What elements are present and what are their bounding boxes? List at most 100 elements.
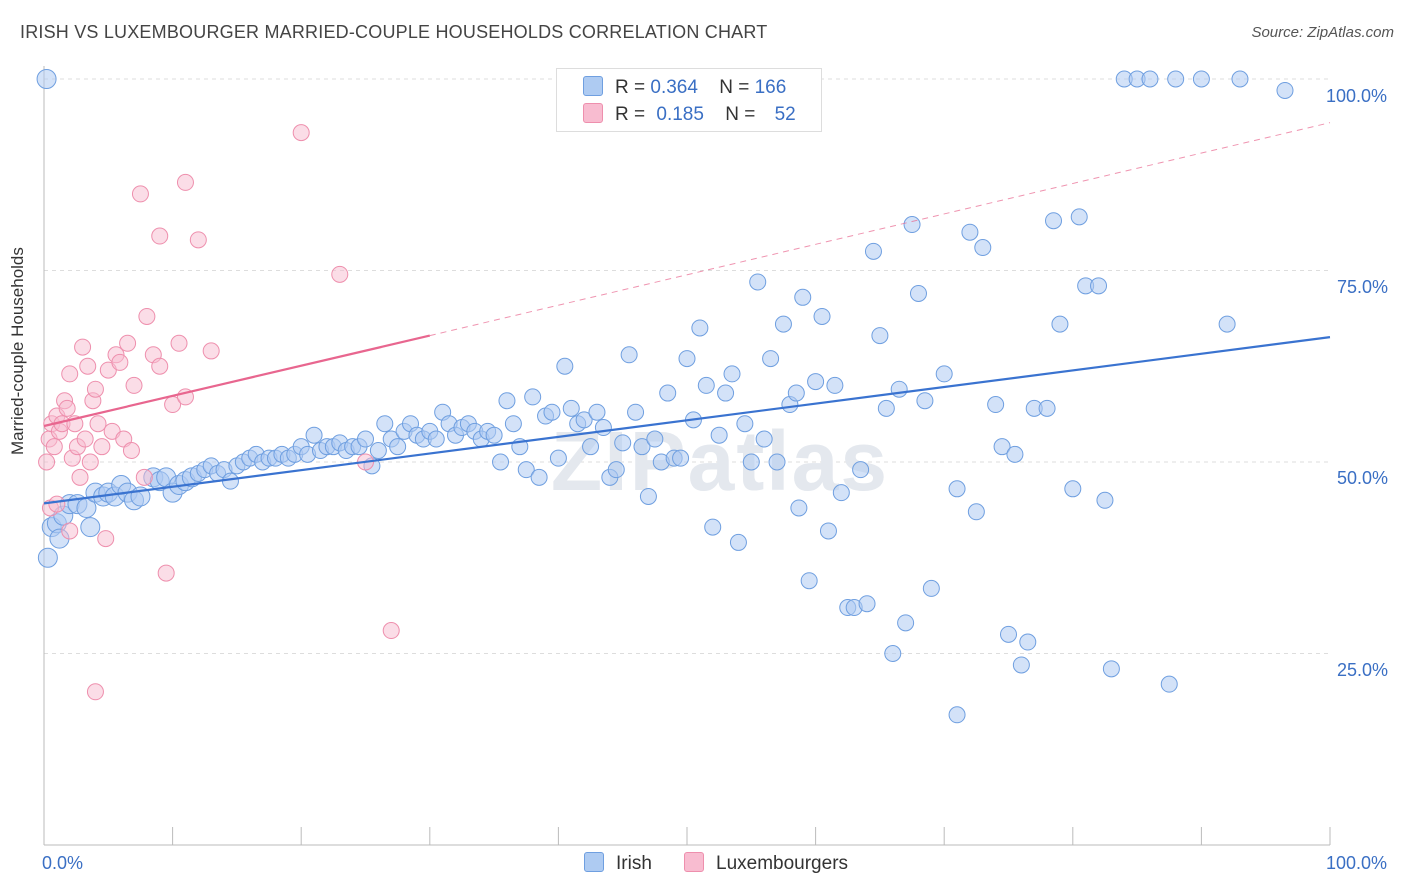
luxembourger-point: [111, 353, 129, 371]
irish-point: [935, 365, 953, 383]
irish-point: [639, 487, 657, 505]
irish-point: [1070, 208, 1088, 226]
irish-point: [659, 384, 677, 402]
luxembourger-points: [38, 124, 400, 701]
irish-point: [1012, 656, 1030, 674]
luxembourger-point: [58, 399, 76, 417]
irish-point: [646, 430, 664, 448]
irish-point: [1038, 399, 1056, 417]
irish-point: [1006, 445, 1024, 463]
legend-item-luxembourgers: Luxembourgers: [684, 852, 848, 875]
luxembourger-point: [119, 334, 137, 352]
irish-point: [697, 376, 715, 394]
irish-point: [1000, 625, 1017, 643]
irish-point: [736, 415, 754, 433]
luxembourger-point: [71, 468, 89, 486]
irish-point: [813, 307, 831, 325]
luxembourger-point: [131, 185, 149, 203]
n-value: 52: [774, 104, 796, 125]
irish-point: [498, 392, 516, 410]
irish-point: [594, 419, 612, 437]
luxembourger-point: [125, 376, 143, 394]
n-label: N =: [719, 77, 750, 98]
irish-point: [549, 449, 567, 467]
luxembourger-point: [48, 495, 66, 513]
legend-label-irish: Irish: [616, 853, 652, 874]
luxembourger-point: [138, 307, 156, 325]
irish-point: [524, 388, 542, 406]
y-tick-label-25: 25.0%: [1337, 660, 1389, 680]
irish-point: [742, 453, 760, 471]
irish-point: [633, 438, 651, 456]
irish-point: [710, 426, 728, 444]
luxembourger-point: [89, 415, 107, 433]
irish-point: [877, 399, 895, 417]
y-tick-label-50: 50.0%: [1337, 468, 1389, 488]
luxembourger-point: [157, 564, 175, 582]
x-tick-label-min: 0.0%: [42, 853, 84, 873]
irish-point: [1231, 70, 1249, 88]
irish-point: [884, 645, 902, 662]
irish-point: [678, 350, 696, 368]
irish-point: [427, 430, 445, 448]
irish-point: [961, 223, 979, 241]
luxembourger-swatch: [684, 852, 704, 872]
irish-point: [37, 547, 58, 568]
legend-row-luxembourgers: R = 0.185 N = 52: [583, 103, 796, 126]
x-tick-label-max: 100.0%: [1326, 853, 1388, 873]
irish-point: [614, 434, 632, 452]
irish-point: [1192, 70, 1210, 88]
irish-point: [987, 396, 1005, 414]
irish-points: [36, 69, 1294, 724]
irish-swatch: [583, 76, 603, 96]
irish-point: [916, 392, 934, 410]
luxembourger-point: [76, 430, 94, 448]
irish-point: [807, 373, 825, 391]
irish-point: [800, 572, 818, 590]
irish-point: [1045, 212, 1063, 230]
irish-point: [691, 319, 709, 337]
irish-point: [858, 595, 876, 613]
irish-point: [832, 484, 850, 502]
luxembourger-point: [151, 227, 169, 245]
irish-point: [627, 403, 645, 421]
luxembourger-point: [135, 468, 153, 486]
irish-point: [755, 430, 773, 448]
luxembourger-point: [61, 522, 79, 540]
irish-point: [389, 438, 407, 456]
y-axis-label: Married-couple Households: [8, 247, 27, 455]
luxembourger-point: [176, 173, 194, 191]
irish-trend-line: [43, 336, 1331, 505]
irish-point: [504, 415, 522, 433]
irish-point: [620, 346, 638, 364]
irish-point: [717, 384, 735, 402]
irish-point: [1141, 70, 1159, 88]
source-label: Source: ZipAtlas.com: [1251, 24, 1394, 41]
irish-point: [794, 288, 812, 306]
irish-point: [1090, 277, 1108, 295]
irish-point: [864, 242, 882, 260]
irish-point: [376, 415, 394, 433]
irish-point: [80, 517, 101, 538]
luxembourger-point: [331, 265, 349, 283]
irish-point: [530, 468, 548, 486]
axes-layer: [43, 66, 1331, 846]
irish-point: [723, 365, 741, 383]
r-value: 0.364: [650, 77, 698, 98]
luxembourger-point: [86, 683, 104, 701]
irish-point: [903, 216, 921, 234]
irish-point: [890, 380, 908, 398]
legend-item-irish: Irish: [584, 852, 652, 875]
irish-point: [607, 461, 625, 479]
luxembourger-point: [170, 334, 188, 352]
irish-point: [575, 411, 593, 429]
irish-point: [492, 453, 510, 471]
y-tick-label-75: 75.0%: [1337, 277, 1389, 297]
irish-point: [562, 399, 580, 417]
irish-point: [1096, 491, 1114, 509]
luxembourger-point: [86, 380, 104, 398]
luxembourger-point: [151, 357, 169, 375]
r-value: 0.185: [656, 104, 704, 125]
irish-point: [826, 376, 844, 394]
trend-lines: [43, 122, 1331, 505]
